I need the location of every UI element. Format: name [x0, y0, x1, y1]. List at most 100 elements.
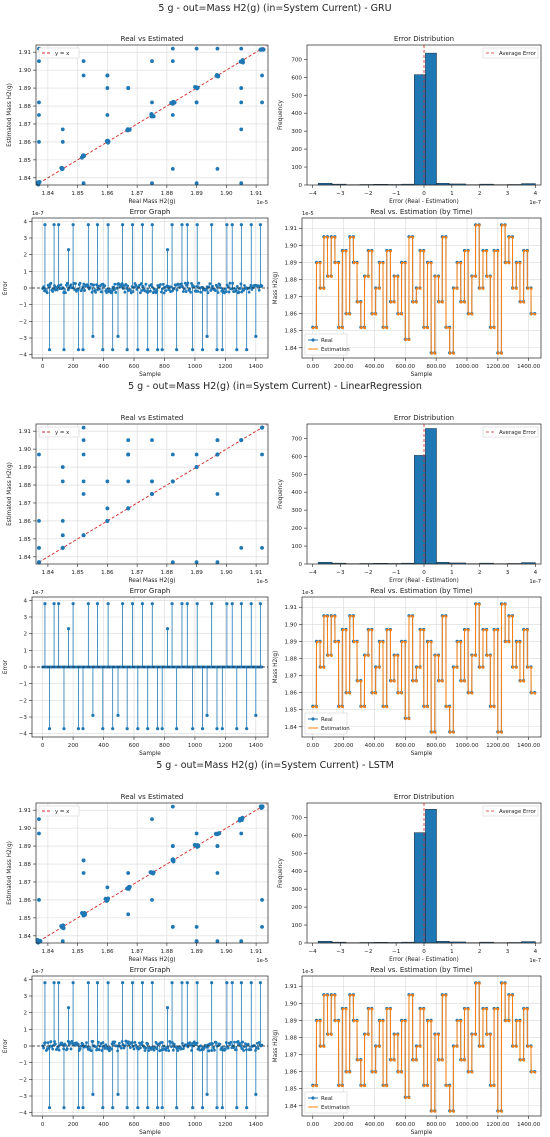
error-spike-marker: [156, 1106, 160, 1110]
error-marker: [133, 1040, 137, 1044]
offset-label: 1e-5: [302, 590, 314, 596]
y-tick-label: 1.90: [285, 1001, 298, 1007]
series-point-estimation: [363, 654, 367, 658]
error-spike-marker: [125, 1106, 129, 1110]
data-point: [37, 100, 41, 105]
error-spike-marker: [210, 602, 214, 606]
y-tick-label: 1.86: [19, 519, 32, 525]
error-marker: [82, 282, 86, 286]
error-spike-marker: [146, 727, 150, 731]
x-tick-label: 600.00: [396, 1122, 416, 1128]
series-point-estimation: [360, 1084, 363, 1088]
legend-label-y-equals-x: y = x: [55, 809, 70, 815]
data-point: [81, 492, 86, 496]
error-spike-marker: [239, 223, 243, 227]
data-point: [260, 73, 264, 78]
x-tick-label: −3: [336, 570, 345, 576]
series-point-estimation: [522, 250, 526, 253]
error-marker: [68, 1042, 72, 1045]
series-point-estimation: [419, 666, 422, 669]
series-point-estimation: [460, 1059, 463, 1062]
legend-marker-real: [311, 1096, 315, 1100]
series-point-estimation: [485, 1033, 489, 1037]
x-tick-label: 1: [450, 191, 454, 197]
chart-title: Real vs Estimated: [121, 35, 184, 43]
series-point-estimation: [452, 352, 455, 355]
y-tick-label: 300: [291, 508, 302, 514]
y-tick-label: 600: [291, 833, 302, 839]
data-point: [79, 155, 85, 160]
error-marker: [49, 1040, 53, 1043]
group-title-lstm: 5 g - out=Mass H2(g) (in=System Current)…: [156, 760, 394, 771]
series-point-estimation: [485, 629, 489, 632]
series-point-estimation: [341, 1008, 344, 1011]
series-point-estimation: [345, 1071, 348, 1074]
series-point-estimation: [489, 705, 493, 709]
series-point-estimation: [367, 1008, 370, 1011]
error-spike-marker: [239, 981, 243, 985]
error-marker: [213, 1048, 216, 1052]
error-spike-marker: [62, 727, 66, 731]
series-point-estimation: [467, 629, 470, 632]
data-point: [239, 46, 244, 51]
data-point: [81, 73, 86, 78]
error-marker: [208, 282, 212, 286]
x-tick-label: 1.90: [220, 191, 233, 197]
series-point-estimation: [385, 1084, 389, 1088]
series-point-estimation: [349, 615, 352, 618]
error-marker: [120, 1040, 124, 1043]
series-point-estimation: [493, 1084, 496, 1088]
error-spike-marker: [57, 981, 61, 985]
series-point-estimation: [423, 705, 426, 709]
y-tick-label: 1.90: [19, 826, 32, 832]
error-marker: [236, 1039, 240, 1043]
error-spike-marker: [254, 334, 258, 338]
error-spike-marker: [200, 727, 205, 731]
series-point-estimation: [430, 640, 433, 644]
error-marker: [232, 1046, 235, 1049]
series-point-estimation: [422, 250, 426, 253]
x-tick-label: 1.85: [71, 949, 84, 955]
y-tick-label: 200: [291, 526, 302, 532]
series-point-estimation: [352, 994, 355, 997]
error-marker: [240, 1047, 244, 1050]
series-point-estimation: [400, 692, 404, 695]
y-tick-label: 2: [23, 1011, 27, 1017]
error-marker: [109, 1047, 113, 1051]
series-point-estimation: [348, 692, 352, 695]
series-point-estimation: [470, 692, 474, 695]
series-point-estimation: [463, 680, 466, 683]
chart-title: Real vs. Estimation (by Time): [370, 966, 473, 974]
series-point-estimation: [319, 287, 322, 290]
x-tick-label: 2: [478, 949, 482, 955]
series-point-estimation: [396, 1033, 400, 1037]
error-marker: [243, 284, 246, 287]
data-point: [81, 533, 86, 538]
series-point-estimation: [530, 1071, 533, 1074]
error-marker: [112, 288, 116, 292]
error-marker: [164, 1048, 168, 1052]
error-marker: [249, 1048, 253, 1052]
x-axis-label: Sample: [139, 1130, 161, 1136]
series-point-estimation: [393, 654, 396, 658]
y-tick-label: 1.88: [285, 277, 298, 283]
data-point: [239, 545, 244, 550]
data-point: [126, 506, 131, 511]
series-point-estimation: [426, 1084, 429, 1088]
x-tick-label: −2: [364, 949, 372, 955]
x-tick-label: 1.90: [220, 570, 233, 576]
error-spike-marker: [200, 348, 205, 352]
data-point: [170, 59, 175, 64]
y-tick-label: 1.87: [285, 674, 298, 680]
y-tick-label: 100: [291, 165, 302, 171]
error-marker: [127, 1040, 130, 1044]
series-point-estimation: [400, 1071, 404, 1074]
series-point-estimation: [356, 1019, 359, 1023]
series-point-estimation: [467, 1008, 470, 1011]
error-marker: [260, 284, 264, 288]
series-point-estimation: [411, 1059, 415, 1062]
legend-label-estimation: Estimation: [321, 347, 350, 353]
y-axis-label: Estimated Mass H2(g): [7, 841, 13, 905]
error-marker: [117, 282, 121, 286]
plot-frame: [35, 44, 269, 186]
